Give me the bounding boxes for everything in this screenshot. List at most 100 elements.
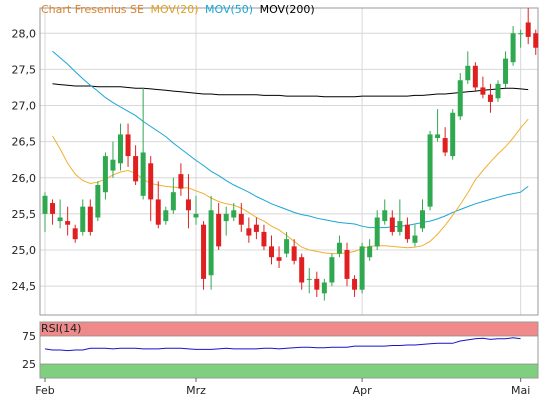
candle-body <box>208 210 214 276</box>
candle-body <box>87 206 93 232</box>
candle-body <box>72 228 78 240</box>
candle <box>65 206 71 236</box>
candle-body <box>412 235 418 243</box>
candle <box>442 127 448 157</box>
candle-body <box>533 33 539 48</box>
candle <box>238 203 244 232</box>
candle <box>404 217 410 243</box>
candle-body <box>404 224 410 240</box>
candle <box>306 268 312 294</box>
price-tick-label: 25,5 <box>12 208 37 221</box>
candle <box>503 51 509 88</box>
candle <box>133 145 139 185</box>
candle-body <box>57 217 63 222</box>
candle-body <box>246 228 252 236</box>
candle <box>472 62 478 92</box>
candle <box>389 210 395 236</box>
candle-body <box>253 224 259 232</box>
candle-body <box>201 224 207 279</box>
candle-body <box>291 246 297 261</box>
candle-body <box>163 210 169 222</box>
candle-body <box>359 246 365 290</box>
candle <box>110 141 116 178</box>
candle <box>72 224 78 243</box>
candle-body <box>321 282 327 294</box>
candle <box>253 217 259 240</box>
legend-ma200: MOV(200) <box>260 3 315 16</box>
price-tick-label: 25,0 <box>12 244 37 257</box>
candle <box>269 235 274 265</box>
candle-body <box>336 242 342 254</box>
candle <box>193 195 199 225</box>
price-tick-label: 27,0 <box>12 100 37 113</box>
candle-body <box>472 65 478 88</box>
month-label: Feb <box>35 384 54 397</box>
candle-body <box>457 80 463 117</box>
price-axis: 28,0 27,5 27,0 26,5 26,0 25,5 25,0 24,5 <box>12 27 37 293</box>
candle <box>374 210 380 250</box>
candle-body <box>155 199 161 225</box>
candle-body <box>125 134 131 157</box>
candle <box>518 29 524 48</box>
candle-body <box>261 231 267 247</box>
candle <box>223 206 229 236</box>
candle <box>420 199 425 232</box>
month-label: Mai <box>511 384 530 397</box>
rsi-tick-label: 25 <box>22 358 36 371</box>
candle-body <box>148 163 154 200</box>
candle <box>291 239 297 265</box>
candle <box>216 203 222 250</box>
rsi-label: RSI(14) <box>41 322 81 335</box>
ma50-line <box>52 50 529 229</box>
candle <box>57 199 63 229</box>
candle-body <box>503 58 509 84</box>
price-tick-label: 26,5 <box>12 136 37 149</box>
candle-body <box>518 33 524 35</box>
rsi-overbought-zone <box>40 322 538 336</box>
month-label: Mrz <box>186 384 206 397</box>
candle-body <box>42 195 48 214</box>
time-axis: Feb Mrz Apr Mai <box>35 378 530 397</box>
candle <box>276 246 282 269</box>
candle <box>450 109 456 160</box>
price-panel <box>39 7 539 316</box>
candle-body <box>50 203 56 214</box>
candle-body <box>80 206 86 232</box>
candle <box>118 123 123 171</box>
candle <box>208 195 214 290</box>
candle-body <box>397 221 403 232</box>
candle-body <box>140 152 146 196</box>
candle-body <box>269 246 274 258</box>
candle-body <box>314 278 320 290</box>
candle <box>163 206 169 225</box>
candle <box>284 231 290 258</box>
candle <box>95 181 101 222</box>
candle-body <box>118 134 123 164</box>
candle <box>246 217 252 243</box>
candle <box>231 203 237 222</box>
candle-body <box>344 249 350 279</box>
candle <box>148 156 154 222</box>
candle-body <box>133 156 139 182</box>
candle <box>487 83 493 113</box>
candle-body <box>170 192 176 211</box>
candle-body <box>427 134 433 207</box>
candle-body <box>306 278 312 280</box>
candle-body <box>420 210 425 229</box>
candle <box>178 163 184 196</box>
candle-body <box>110 159 116 171</box>
candle <box>382 199 388 225</box>
candle <box>50 199 56 225</box>
candle-body <box>352 278 358 290</box>
candle <box>480 76 486 99</box>
candle <box>80 199 86 236</box>
candle-body <box>216 213 222 247</box>
candle <box>299 253 305 290</box>
ma200-line <box>52 83 529 98</box>
candle <box>87 199 93 236</box>
candle-body <box>178 174 184 189</box>
candle-body <box>193 213 199 218</box>
rsi-zones <box>40 322 538 378</box>
candle-body <box>495 83 501 99</box>
candle <box>185 174 191 229</box>
